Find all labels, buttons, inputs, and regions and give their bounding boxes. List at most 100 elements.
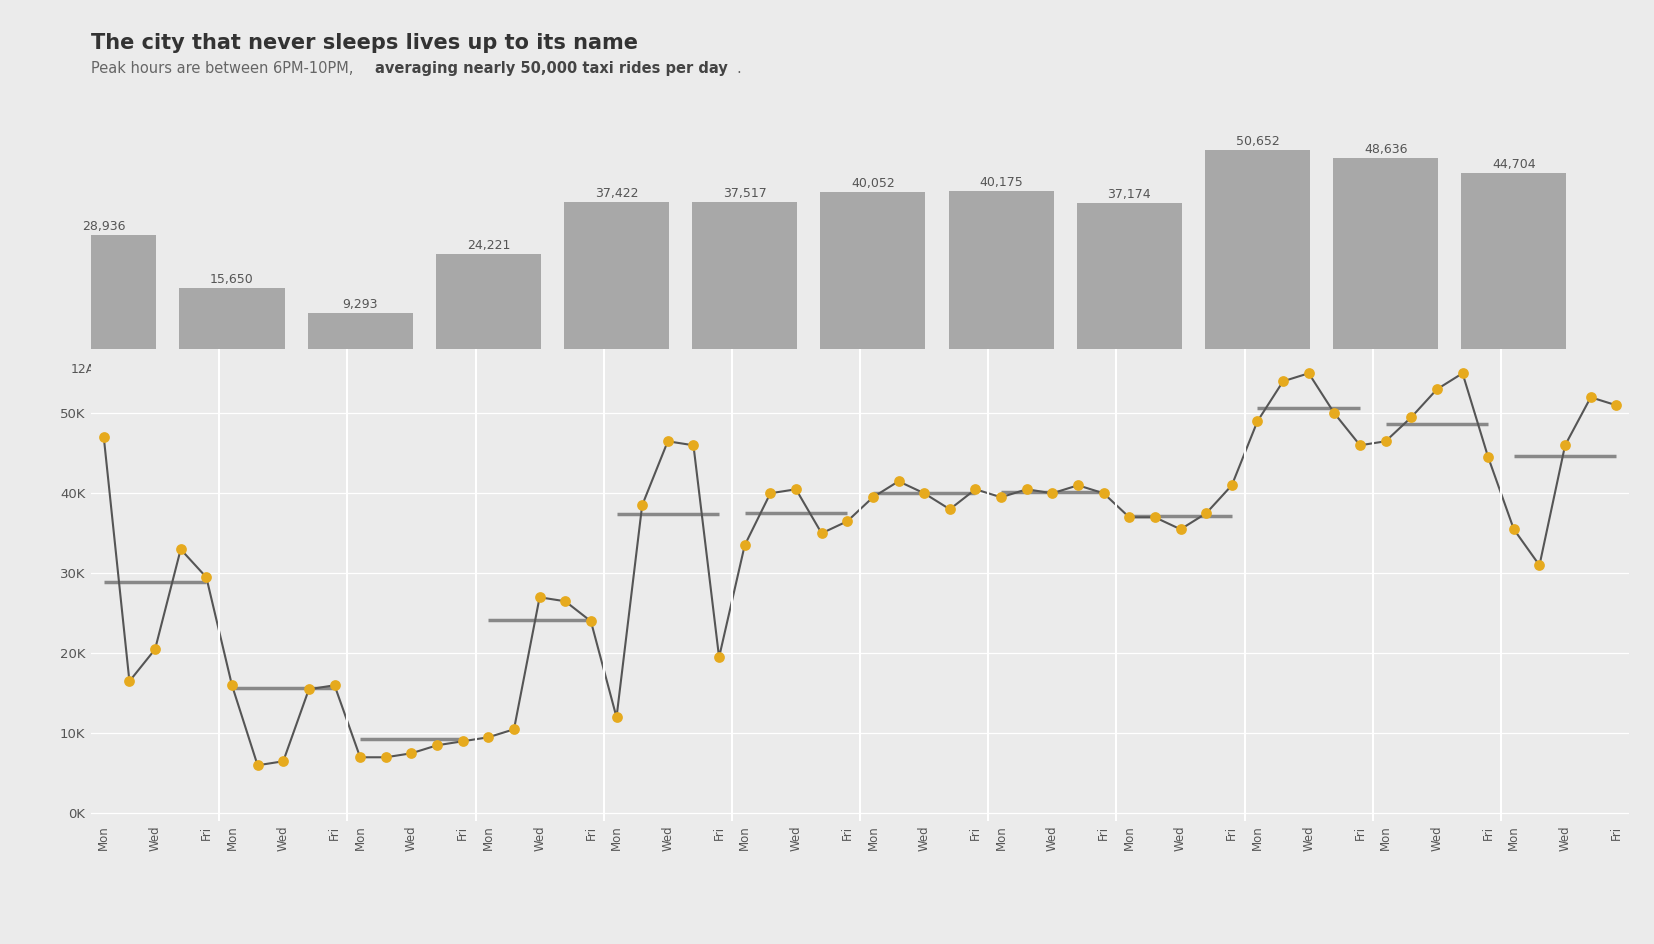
Text: 4PM-5PM: 4PM-5PM [1102,363,1158,376]
Point [680,438,706,453]
Point [706,649,733,665]
Point [629,497,655,513]
Text: 37,517: 37,517 [723,187,766,200]
Point [1219,478,1245,493]
Point [245,758,271,773]
Point [167,542,194,557]
Point [963,481,989,497]
Bar [820,192,926,349]
Text: 2PM-3PM: 2PM-3PM [973,363,1029,376]
Bar [435,254,541,349]
Point [911,486,938,501]
Point [270,753,296,768]
Point [1500,522,1527,537]
Point [1244,413,1270,429]
Point [860,490,887,505]
Point [91,430,117,445]
Text: 6AM-7AM: 6AM-7AM [458,363,518,376]
Text: 12PM-1PM: 12PM-1PM [840,363,905,376]
Point [809,526,835,541]
Bar [179,288,284,349]
Text: 8AM-9AM: 8AM-9AM [587,363,647,376]
Point [194,570,220,585]
Point [423,737,450,752]
Point [577,614,604,629]
Point [501,722,528,737]
Text: 37,174: 37,174 [1108,188,1151,201]
Text: 37,422: 37,422 [595,187,638,200]
Point [1168,522,1194,537]
Point [731,538,758,553]
Point [1551,438,1578,453]
Text: 28,936: 28,936 [83,221,126,233]
Point [116,674,142,689]
Text: The city that never sleeps lives up to its name: The city that never sleeps lives up to i… [91,33,638,53]
Text: 40,052: 40,052 [852,177,895,190]
Bar [1204,150,1310,349]
Point [296,682,323,697]
Bar [948,192,1054,349]
Text: 10PM-11PM: 10PM-11PM [1477,363,1550,376]
Point [1346,438,1373,453]
Point [885,474,911,489]
Text: 40,175: 40,175 [979,177,1022,190]
Text: 9,293: 9,293 [342,297,377,311]
Point [655,433,681,448]
Text: 6PM-7PM: 6PM-7PM [1229,363,1285,376]
Bar [564,202,670,349]
Point [936,501,963,516]
Bar [691,202,797,349]
Point [1373,433,1399,448]
Text: Peak hours are between 6PM-10PM,: Peak hours are between 6PM-10PM, [91,61,357,76]
Point [1398,410,1424,425]
Point [987,490,1014,505]
Point [475,730,501,745]
Bar [1077,203,1183,349]
Point [834,514,860,529]
Point [604,710,630,725]
Point [1424,381,1451,396]
Point [1322,406,1348,421]
Point [1603,397,1629,413]
Point [758,486,784,501]
Text: 10AM-11AM: 10AM-11AM [708,363,782,376]
Point [1039,486,1065,501]
Point [399,746,425,761]
Point [1475,449,1502,464]
Point [347,750,374,765]
Text: 44,704: 44,704 [1492,159,1535,172]
Point [782,481,809,497]
Point [552,594,579,609]
Point [1116,510,1143,525]
Text: 24,221: 24,221 [466,239,509,252]
Point [1193,506,1219,521]
Bar [1333,158,1439,349]
Point [142,642,169,657]
Text: 12AM-1AM: 12AM-1AM [71,363,137,376]
Text: 8PM-9PM: 8PM-9PM [1358,363,1414,376]
Point [1065,478,1092,493]
Point [1578,390,1604,405]
Point [218,678,245,693]
Point [1295,365,1322,380]
Point [1090,486,1116,501]
Text: 2AM-3AM: 2AM-3AM [202,363,261,376]
Bar [308,312,414,349]
Text: .: . [736,61,741,76]
Text: 4AM-5AM: 4AM-5AM [331,363,390,376]
Text: 48,636: 48,636 [1365,143,1408,156]
Point [372,750,399,765]
Point [1527,558,1553,573]
Point [1014,481,1040,497]
Bar [51,235,157,349]
Point [1449,365,1475,380]
Text: 15,650: 15,650 [210,273,253,286]
Bar [1460,174,1566,349]
Text: 50,652: 50,652 [1236,135,1279,148]
Point [526,590,552,605]
Point [321,678,347,693]
Point [450,733,476,749]
Text: averaging nearly 50,000 taxi rides per day: averaging nearly 50,000 taxi rides per d… [375,61,728,76]
Point [1141,510,1168,525]
Point [1270,374,1297,389]
